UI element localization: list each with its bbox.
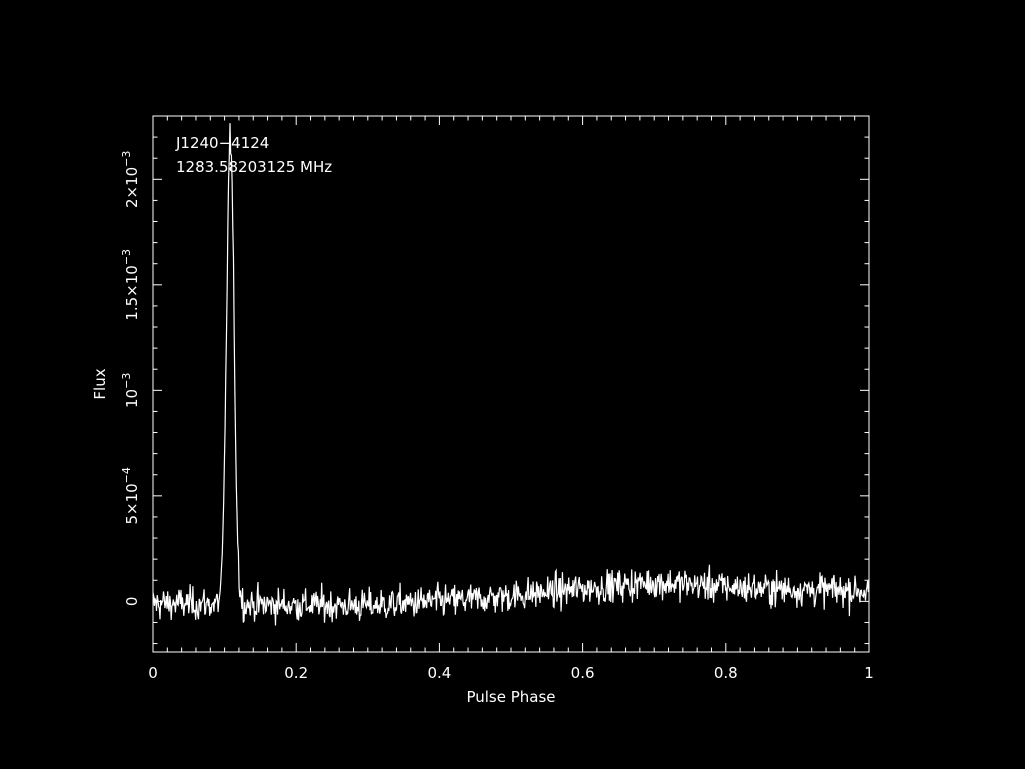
x-tick-label: 0.6 xyxy=(571,664,595,682)
x-tick-label: 0 xyxy=(148,664,158,682)
y-axis-label: Flux xyxy=(91,368,109,399)
y-tick-label: 1.5×10−3 xyxy=(120,249,141,321)
x-tick-label: 0.4 xyxy=(427,664,451,682)
frequency-label: 1283.58203125 MHz xyxy=(176,158,332,176)
x-tick-label: 0.2 xyxy=(284,664,308,682)
y-tick-label: 10−3 xyxy=(120,373,141,408)
ticks-layer xyxy=(152,116,870,652)
x-axis-label: Pulse Phase xyxy=(466,688,555,706)
plot-frame xyxy=(152,115,870,653)
y-tick-label: 0 xyxy=(123,597,141,607)
x-tick-labels: 0 0.2 0.4 0.6 0.8 1 xyxy=(148,664,874,682)
y-tick-labels: 0 5×10−4 10−3 1.5×10−3 2×10−3 xyxy=(120,151,141,607)
x-tick-label: 0.8 xyxy=(714,664,738,682)
source-name-label: J1240−4124 xyxy=(175,134,269,152)
flux-series-line xyxy=(152,123,870,626)
x-tick-label: 1 xyxy=(864,664,874,682)
y-tick-label: 5×10−4 xyxy=(120,467,141,524)
y-tick-label: 2×10−3 xyxy=(120,151,141,208)
